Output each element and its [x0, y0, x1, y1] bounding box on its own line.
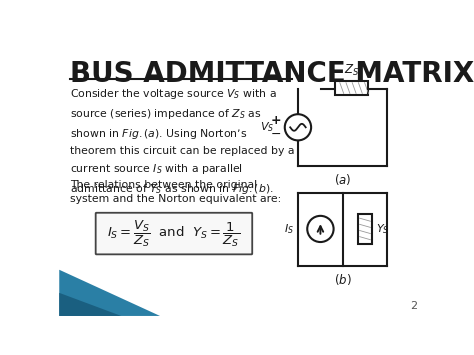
Bar [335, 81, 368, 95]
Text: $(a)$: $(a)$ [334, 172, 351, 187]
Text: BUS ADMITTANCE MATRIX: BUS ADMITTANCE MATRIX [70, 60, 474, 88]
Text: $I_S$: $I_S$ [284, 222, 294, 236]
Text: $Y_S$: $Y_S$ [376, 222, 389, 236]
Circle shape [307, 216, 334, 242]
Text: The relations between the original
system and the Norton equivalent are:: The relations between the original syste… [70, 180, 282, 204]
Bar [358, 214, 372, 244]
Text: Consider the voltage source $V_S$ with a
source (series) impedance of $Z_S$ as
s: Consider the voltage source $V_S$ with a… [70, 87, 295, 196]
Circle shape [285, 114, 311, 140]
Text: 2: 2 [410, 301, 417, 311]
Text: $V_S$: $V_S$ [260, 120, 274, 134]
Polygon shape [59, 293, 121, 316]
Text: +: + [270, 114, 281, 127]
Text: $I_S = \dfrac{V_S}{Z_S}$  and  $Y_S = \dfrac{1}{Z_S}$: $I_S = \dfrac{V_S}{Z_S}$ and $Y_S = \dfr… [108, 218, 240, 249]
Text: −: − [270, 128, 281, 141]
Polygon shape [59, 270, 160, 316]
Text: $(b)$: $(b)$ [334, 272, 351, 287]
FancyBboxPatch shape [96, 213, 252, 254]
Text: $Z_S$: $Z_S$ [344, 63, 359, 78]
